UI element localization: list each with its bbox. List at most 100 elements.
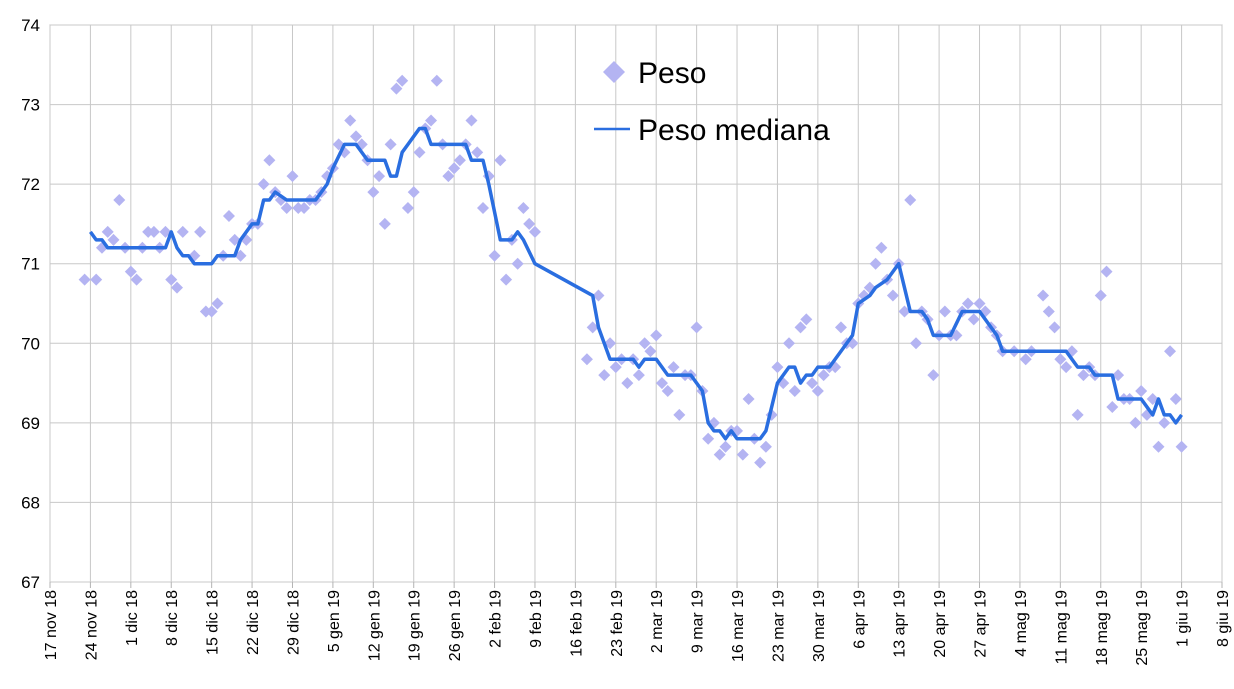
x-tick-label: 4 mag 19 <box>1013 590 1030 657</box>
data-point <box>1100 265 1113 278</box>
data-point <box>898 305 911 318</box>
data-point <box>130 273 143 286</box>
x-tick-label: 15 dic 18 <box>205 590 222 655</box>
x-tick-label: 26 gen 19 <box>447 590 464 661</box>
data-point <box>1169 392 1182 405</box>
data-point <box>477 202 490 215</box>
data-point <box>113 194 126 207</box>
x-tick-label: 1 giu 19 <box>1175 590 1192 647</box>
data-point <box>621 377 634 390</box>
x-tick-label: 13 apr 19 <box>892 590 909 658</box>
x-tick-label: 16 mar 19 <box>730 590 747 662</box>
data-point <box>938 305 951 318</box>
data-point <box>690 321 703 334</box>
data-point <box>205 305 218 318</box>
data-line <box>88 126 1184 441</box>
data-point <box>719 440 732 453</box>
data-point <box>580 353 593 366</box>
data-point <box>655 377 668 390</box>
y-tick-label: 72 <box>21 175 40 194</box>
data-point <box>927 369 940 382</box>
y-tick-label: 69 <box>21 414 40 433</box>
data-point <box>211 297 224 310</box>
x-tick-label: 19 gen 19 <box>407 590 424 661</box>
x-tick-label: 9 feb 19 <box>528 590 545 648</box>
data-point <box>1019 353 1032 366</box>
data-point <box>528 225 541 238</box>
data-point <box>465 114 478 127</box>
y-tick-label: 73 <box>21 96 40 115</box>
legend-label: Peso mediana <box>638 114 830 147</box>
data-point <box>448 162 461 175</box>
data-point <box>1054 353 1067 366</box>
data-point <box>1042 305 1055 318</box>
x-tick-label: 1 dic 18 <box>124 590 141 646</box>
data-point <box>396 74 409 87</box>
data-point <box>736 448 749 461</box>
x-tick-label: 18 mag 19 <box>1094 590 1111 666</box>
data-point <box>702 432 715 445</box>
data-point <box>517 202 530 215</box>
data-point <box>442 170 455 183</box>
data-point <box>367 186 380 199</box>
x-tick-label: 20 apr 19 <box>932 590 949 658</box>
data-point <box>101 225 114 238</box>
data-point <box>1152 440 1165 453</box>
x-tick-label: 27 apr 19 <box>973 590 990 658</box>
data-point <box>1060 361 1073 374</box>
legend-label: Peso <box>638 57 706 90</box>
data-point <box>488 249 501 262</box>
data-point <box>1071 408 1084 421</box>
data-point <box>165 273 178 286</box>
data-point <box>176 225 189 238</box>
data-point <box>1112 369 1125 382</box>
data-point <box>471 146 484 159</box>
data-point <box>754 456 767 469</box>
x-tick-label: 11 mag 19 <box>1053 590 1070 665</box>
data-point <box>425 114 438 127</box>
data-point <box>1037 289 1050 302</box>
data-point <box>800 313 813 326</box>
data-point <box>1106 400 1119 413</box>
x-tick-label: 8 dic 18 <box>164 590 181 646</box>
data-point <box>349 130 362 143</box>
data-point <box>401 202 414 215</box>
data-point <box>782 337 795 350</box>
data-point <box>910 337 923 350</box>
x-tick-label: 25 mag 19 <box>1134 590 1151 666</box>
x-tick-label: 22 dic 18 <box>245 590 262 655</box>
data-point <box>742 392 755 405</box>
y-tick-label: 68 <box>21 493 40 512</box>
x-tick-label: 23 mar 19 <box>770 590 787 662</box>
data-point <box>875 241 888 254</box>
data-point <box>834 321 847 334</box>
data-point <box>124 265 137 278</box>
y-tick-label: 74 <box>21 16 40 35</box>
data-point <box>609 361 622 374</box>
data-point <box>407 186 420 199</box>
data-point <box>78 273 91 286</box>
x-tick-label: 16 feb 19 <box>568 590 585 657</box>
data-point <box>638 337 651 350</box>
data-point <box>869 257 882 270</box>
data-point <box>500 273 513 286</box>
x-tick-label: 29 dic 18 <box>285 590 302 655</box>
data-point <box>644 345 657 358</box>
data-point <box>1048 321 1061 334</box>
data-point <box>171 281 184 294</box>
data-point <box>713 448 726 461</box>
data-point <box>298 202 311 215</box>
x-tick-label: 5 gen 19 <box>326 590 343 652</box>
data-point <box>811 385 824 398</box>
data-point <box>961 297 974 310</box>
data-point <box>90 273 103 286</box>
plot-area <box>49 24 1223 583</box>
x-tick-label: 23 feb 19 <box>609 590 626 657</box>
x-tick-label: 24 nov 18 <box>83 590 100 660</box>
data-point <box>806 377 819 390</box>
data-point <box>973 297 986 310</box>
x-tick-label: 2 feb 19 <box>488 590 505 648</box>
data-point <box>378 217 391 230</box>
x-tick-label: 30 mar 19 <box>811 590 828 662</box>
